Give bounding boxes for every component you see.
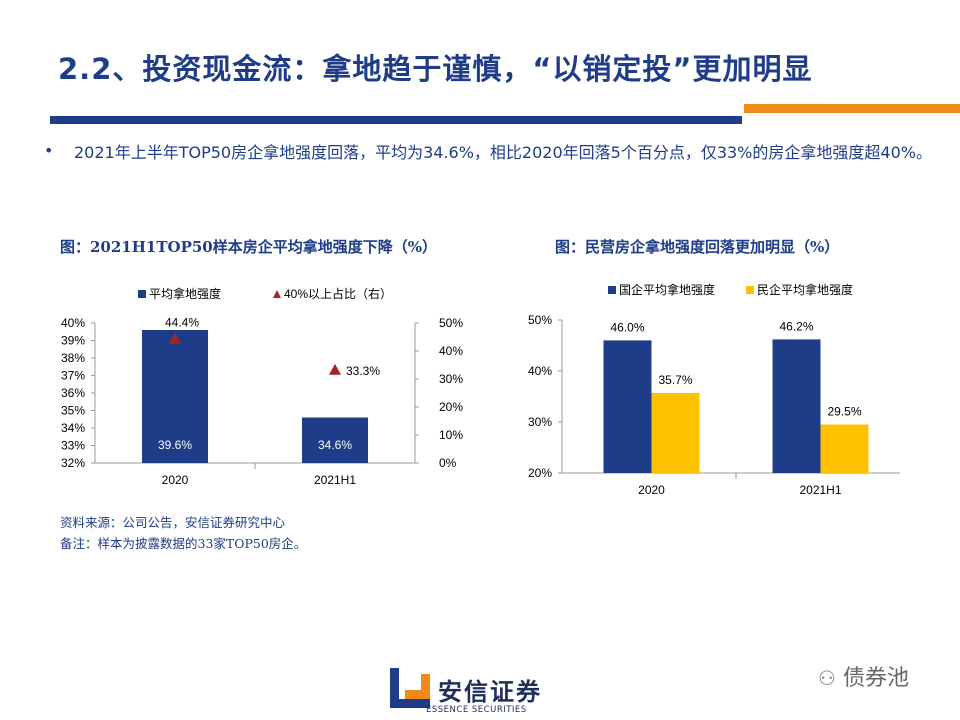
y-tick-label: 35% (61, 404, 85, 418)
bar (820, 424, 869, 473)
y-tick-label: 33% (61, 439, 85, 453)
bar (651, 392, 700, 473)
page-title: 2.2、投资现金流：拿地趋于谨慎，“以销定投”更加明显 (58, 52, 813, 86)
legend-swatch (273, 290, 281, 298)
y-tick-label: 40% (61, 316, 85, 330)
scatter-point (329, 363, 341, 375)
bar (603, 340, 652, 473)
source-note: 资料来源：公司公告，安信证券研究中心 备注：样本为披露数据的33家TOP50房企… (60, 512, 306, 554)
data-label: 35.7% (658, 373, 692, 387)
source-line: 资料来源：公司公告，安信证券研究中心 (60, 515, 286, 530)
x-tick-label: 2020 (162, 473, 189, 487)
legend-swatch (138, 290, 146, 298)
data-label: 29.5% (827, 405, 861, 419)
y2-tick-label: 50% (439, 316, 463, 330)
scatter-point (169, 332, 181, 344)
y2-tick-label: 30% (439, 372, 463, 386)
logo-name: 安信证券 (438, 678, 542, 706)
legend-label: 国企平均拿地强度 (619, 282, 715, 297)
data-label: 46.2% (779, 319, 813, 333)
bullet-icon: • (44, 141, 54, 160)
y-tick-label: 36% (61, 386, 85, 400)
data-label: 33.3% (346, 364, 380, 378)
title-underline-orange (744, 104, 960, 113)
note-line: 备注：样本为披露数据的33家TOP50房企。 (60, 536, 307, 551)
watermark-text: 债券池 (842, 666, 909, 691)
data-label: 46.0% (610, 320, 644, 334)
data-label: 44.4% (165, 316, 199, 330)
y2-tick-label: 10% (439, 428, 463, 442)
y-tick-label: 37% (61, 369, 85, 383)
y-tick-label: 50% (528, 313, 552, 327)
watermark: ⚇ 债券池 (818, 660, 909, 692)
legend-swatch (608, 286, 616, 294)
y-tick-label: 38% (61, 351, 85, 365)
title-underline-navy (50, 116, 742, 124)
bullet-text: 2021年上半年TOP50房企拿地强度回落，平均为34.6%，相比2020年回落… (74, 143, 932, 162)
data-label: 39.6% (158, 438, 192, 452)
data-label: 34.6% (318, 438, 352, 452)
legend-label: 民企平均拿地强度 (757, 282, 853, 297)
y-tick-label: 39% (61, 334, 85, 348)
y-tick-label: 20% (528, 466, 552, 480)
legend-label: 40%以上占比（右） (284, 286, 392, 301)
y-tick-label: 30% (528, 415, 552, 429)
y-tick-label: 34% (61, 421, 85, 435)
x-tick-label: 2021H1 (314, 473, 356, 487)
y2-tick-label: 40% (439, 344, 463, 358)
chart2-title: 图：民营房企拿地强度回落更加明显（%） (555, 238, 840, 256)
wechat-icon: ⚇ (818, 666, 836, 690)
y2-tick-label: 0% (439, 456, 457, 470)
chart1-title: 图：2021H1TOP50样本房企平均拿地强度下降（%） (60, 238, 437, 256)
logo-icon (390, 668, 430, 708)
legend-swatch (746, 286, 754, 294)
chart1-figure: 平均拿地强度 40%以上占比（右） 32% 33% 34% 35% 36% 37% 38% 39%… (61, 286, 463, 487)
bar (302, 417, 368, 463)
legend-label: 平均拿地强度 (149, 286, 221, 301)
bar (142, 330, 208, 463)
y2-tick-label: 20% (439, 400, 463, 414)
chart2-figure: 国企平均拿地强度 民企平均拿地强度 20% 30% 40% 50% 2020 46.0% 35.… (528, 282, 900, 497)
bar (772, 339, 821, 473)
y-tick-label: 32% (61, 456, 85, 470)
x-tick-label: 2021H1 (799, 483, 841, 497)
logo-subtitle: ESSENCE SECURITIES (426, 705, 527, 715)
y-tick-label: 40% (528, 364, 552, 378)
x-tick-label: 2020 (638, 483, 665, 497)
